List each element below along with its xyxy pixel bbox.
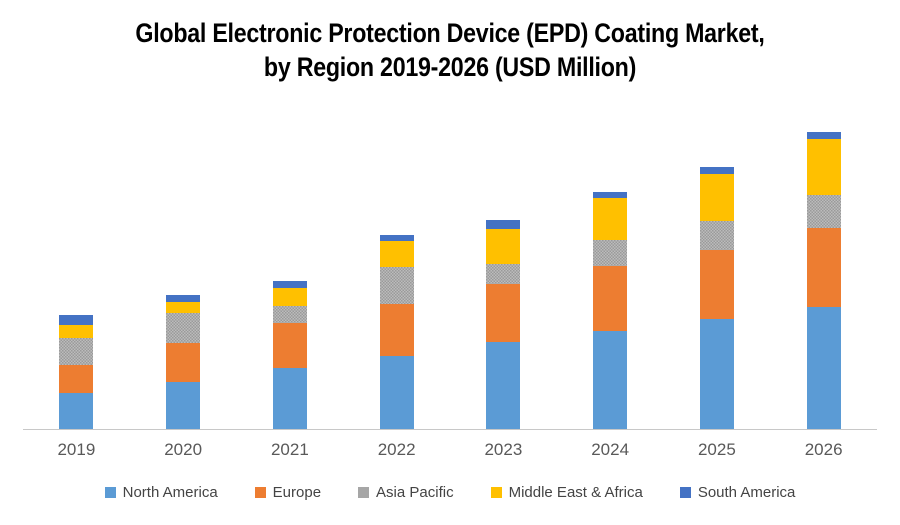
legend-item: Asia Pacific [358,484,454,501]
bar-segment [593,240,628,266]
legend-swatch-icon [679,487,691,498]
bar-segment [486,342,521,429]
x-axis-label: 2022 [377,440,416,459]
bar-segment [59,393,94,429]
legend-label: South America [697,484,796,501]
x-axis-label: 2025 [697,440,736,459]
legend-item: North America [104,484,218,501]
bar-segment [59,315,94,325]
bar-segment [593,198,628,240]
legend-item: Europe [254,484,322,501]
bar-segment [593,192,628,198]
bar-column-2019 [23,109,130,429]
bar-column-2022 [343,109,450,429]
bar-segment [379,304,414,356]
bar-segment [806,307,841,429]
bar-column-2024 [557,109,664,429]
bar-segment [486,220,521,229]
bar-segment [486,284,521,342]
bar-column-2025 [664,109,771,429]
bar-segment [486,264,521,284]
bar-segment [379,241,414,267]
bar-segment [272,288,307,306]
legend-item: South America [679,484,796,501]
legend: North America Europe Asia Pacific Middle Ea… [0,484,900,501]
bar-column-2021 [237,109,344,429]
bar-stack-2020 [166,295,201,429]
bar-segment [806,139,841,195]
x-axis-label: 2023 [484,440,523,459]
bar-segment [272,368,307,429]
bar-segment [272,323,307,368]
chart-title: Global Electronic Protection Device (EPD… [0,16,900,84]
bar-segment [166,295,201,302]
bar-segment [699,250,734,319]
bar-segment [166,302,201,313]
legend-item: Middle East & Africa [490,484,643,501]
x-axis-labels: 2019 2020 2021 2022 2023 2024 2025 2026 [23,440,877,460]
bar-stack-2023 [486,220,521,429]
bar-segment [699,174,734,221]
bar-segment [593,331,628,429]
legend-label: Middle East & Africa [508,484,643,501]
bar-segment [806,132,841,139]
bar-segment [806,195,841,228]
bar-segment [166,343,201,382]
x-axis-label: 2020 [164,440,203,459]
bar-segment [166,313,201,343]
legend-swatch-icon [358,487,370,498]
legend-label: North America [122,484,218,501]
bar-segment [59,338,94,365]
bar-segment [272,306,307,323]
bar-segment [59,325,94,338]
bar-segment [59,365,94,393]
plot-area [23,109,877,430]
bar-stack-2019 [59,315,94,429]
bar-stack-2021 [272,281,307,429]
bar-segment [806,228,841,307]
bar-stack-2026 [806,132,841,429]
bar-stack-2025 [699,167,734,429]
bar-segment [272,281,307,288]
bar-segment [166,382,201,429]
legend-label: Asia Pacific [376,484,454,501]
bar-segment [593,266,628,331]
legend-label: Europe [272,484,322,501]
chart-title-line2: by Region 2019-2026 (USD Million) [263,52,637,82]
bar-segment [379,235,414,241]
bar-segment [699,221,734,250]
legend-swatch-icon [104,487,116,498]
x-axis-label: 2024 [591,440,630,459]
x-axis-label: 2021 [270,440,309,459]
bar-segment [379,356,414,429]
bar-stack-2022 [379,235,414,429]
x-axis-label: 2019 [57,440,96,459]
chart-title-line1: Global Electronic Protection Device (EPD… [135,18,765,48]
bar-segment [486,229,521,264]
legend-swatch-icon [490,487,502,498]
x-axis-label: 2026 [804,440,843,459]
bar-segment [379,267,414,304]
bar-segment [699,319,734,429]
bar-column-2023 [450,109,557,429]
bar-segment [699,167,734,174]
bar-column-2026 [770,109,877,429]
legend-swatch-icon [254,487,266,498]
bar-column-2020 [130,109,237,429]
bar-stack-2024 [593,192,628,429]
